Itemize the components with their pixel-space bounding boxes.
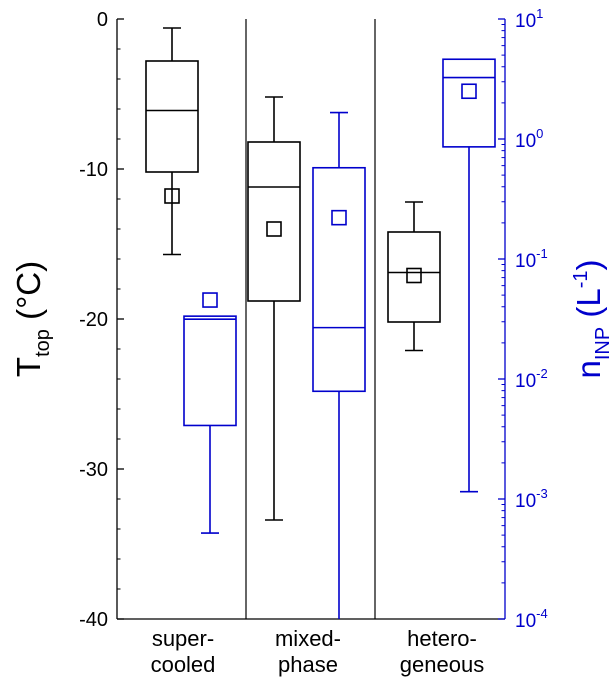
box-right-1: [312, 111, 366, 619]
category-labels: super-cooled mixed-phase hetero-geneous: [151, 626, 485, 677]
interquartile-box: [387, 231, 441, 323]
left-tick-label: -30: [79, 459, 108, 481]
right-tick-mantissa: 10: [515, 491, 536, 512]
interquartile-box: [247, 141, 301, 302]
right-tick-label: 10-4: [515, 606, 548, 632]
right-tick-exponent: -4: [536, 606, 548, 621]
left-axis-title: Ttop (°C): [10, 261, 54, 377]
box-right-2: [442, 58, 496, 493]
mean-marker: [331, 209, 347, 226]
right-tick-label: 100: [515, 126, 543, 152]
right-tick-mantissa: 10: [515, 11, 536, 32]
right-tick-label: 101: [515, 6, 543, 32]
mean-marker: [406, 267, 422, 284]
right-tick-label: 10-1: [515, 246, 548, 272]
box-plot-series: [145, 27, 496, 619]
box-left-2: [387, 201, 441, 352]
right-tick-exponent: 1: [536, 6, 543, 21]
mean-marker: [266, 221, 282, 237]
left-y-axis: 0 -10 -20 -30 -40: [79, 9, 124, 631]
left-tick-label: 0: [97, 9, 108, 31]
right-tick-exponent: -2: [536, 366, 548, 381]
box-left-0: [145, 27, 199, 256]
interquartile-box: [312, 166, 366, 393]
left-axis-label-unit: (°C): [10, 261, 47, 329]
plot-frame: [116, 19, 506, 620]
right-tick-mantissa: 10: [515, 611, 536, 632]
right-axis-label-unit-sup: -1: [570, 270, 592, 288]
interquartile-box: [183, 315, 237, 427]
right-tick-mantissa: 10: [515, 131, 536, 152]
right-axis-label-sub: INP: [592, 327, 614, 360]
right-tick-label: 10-2: [515, 366, 548, 392]
right-axis-label-unit-post: ): [570, 259, 607, 270]
right-axis-label-main: n: [570, 360, 607, 378]
right-axis-label-unit-pre: (L: [570, 288, 607, 327]
right-tick-mantissa: 10: [515, 371, 536, 392]
box-right-0: [183, 292, 237, 534]
interquartile-box: [145, 60, 199, 173]
right-tick-mantissa: 10: [515, 251, 536, 272]
category-label-1-line1: phase: [278, 652, 338, 677]
right-tick-label: 10-3: [515, 486, 548, 512]
left-axis-label-main: T: [10, 357, 47, 377]
mean-marker: [202, 292, 218, 308]
interquartile-box: [442, 58, 496, 148]
mean-marker: [164, 188, 180, 204]
left-axis-label-sub: top: [32, 329, 54, 357]
left-tick-label: -40: [79, 609, 108, 631]
category-label-0-line0: super-: [152, 626, 214, 651]
left-tick-label: -20: [79, 309, 108, 331]
mean-marker: [461, 83, 477, 100]
box-left-1: [247, 96, 301, 521]
category-label-2-line0: hetero-: [407, 626, 477, 651]
right-axis-title: nINP (L-1): [570, 259, 614, 378]
left-tick-label: -10: [79, 159, 108, 181]
right-tick-exponent: 0: [536, 126, 543, 141]
category-label-2-line1: geneous: [400, 652, 484, 677]
category-label-1-line0: mixed-: [275, 626, 341, 651]
category-label-0-line1: cooled: [151, 652, 216, 677]
right-tick-exponent: -1: [536, 246, 548, 261]
right-tick-exponent: -3: [536, 486, 548, 501]
